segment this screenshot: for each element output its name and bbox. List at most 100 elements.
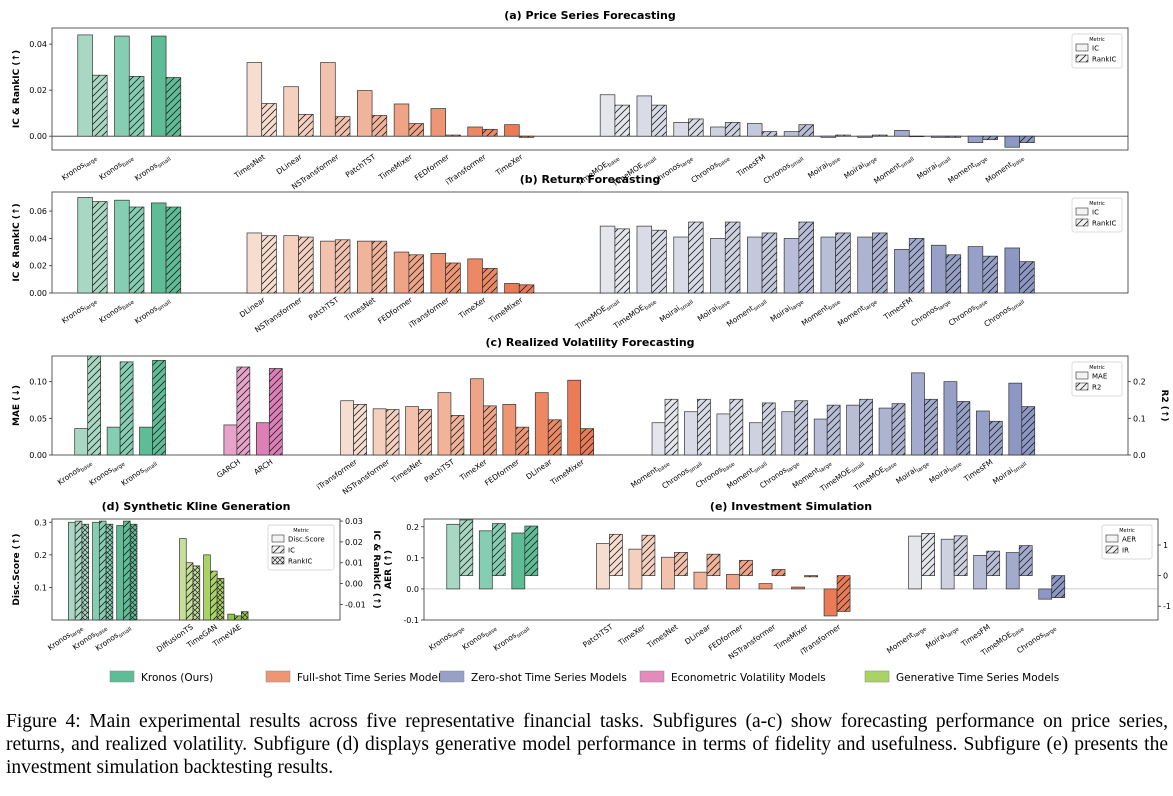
bar-hatch [92, 201, 108, 293]
x-tick-label: Moiraibase [806, 152, 842, 182]
bar-ic [357, 240, 373, 294]
bar-hatch [725, 222, 740, 293]
bar-ic [430, 108, 447, 137]
group-legend-swatch [639, 670, 665, 683]
y-axis-label: AER (↑) [384, 550, 394, 589]
bar-aer [823, 588, 838, 617]
x-tick-label: Momentsmall [872, 152, 916, 187]
bar-aer [661, 556, 675, 590]
legend-title: Metric [1089, 365, 1105, 371]
legend-entry: MAE [1092, 373, 1107, 381]
bar-ic [673, 236, 689, 294]
x-tick-label: Chronoslarge [909, 295, 952, 330]
bar-ic [1004, 247, 1020, 294]
legend-entry: IR [1122, 547, 1129, 555]
x-tick-label: TimesFM [881, 295, 914, 322]
group-legend-entry: Econometric Volatility Models [671, 672, 826, 684]
y-right-tick-label: -1 [1163, 602, 1171, 611]
x-tick-label: Kronossmall [133, 295, 173, 327]
bar-hatch [762, 402, 776, 455]
bar-hatch [872, 232, 888, 293]
x-tick-label: TimesNet [389, 457, 424, 485]
y-tick-label: 0.2 [406, 523, 419, 532]
x-tick-label: TimesFM [734, 152, 767, 179]
x-tick-label: TimeMixer [376, 152, 415, 183]
plot-frame [423, 518, 1159, 621]
bar-ic [894, 130, 910, 137]
bar-ic [150, 35, 167, 137]
bar-hatch [81, 524, 89, 620]
bar-hatch [725, 122, 740, 137]
bar-discscore [227, 613, 235, 621]
x-tick-label: Kronossmall [133, 152, 173, 184]
bar-aer [511, 532, 526, 590]
bar-hatch [651, 230, 667, 293]
x-tick-label: TimeMixer [487, 295, 526, 326]
bar-ic [599, 225, 616, 294]
bar-hatch [872, 135, 888, 137]
bar-ic [77, 197, 93, 294]
bar-mae [748, 422, 763, 456]
y-right-axis-label: R2 (↑) [1159, 389, 1169, 421]
bar-hatch [859, 399, 873, 455]
bar-hatch [739, 560, 753, 576]
y-tick-label: 0.1 [406, 554, 419, 563]
x-tick-label: Moiraibase [927, 457, 963, 487]
bar-hatch [386, 409, 400, 455]
y-right-tick-label: 0.2 [1133, 378, 1146, 387]
bar-hatch [688, 118, 704, 137]
bar-ic [77, 34, 93, 137]
y-right-tick-label: 0.0 [1133, 451, 1146, 460]
x-tick-label: Chronossmall [982, 295, 1026, 330]
x-tick-label: iTransformer [407, 295, 451, 330]
bar-hatch [580, 428, 594, 455]
bar-ic [747, 123, 763, 137]
bar-hatch [827, 405, 841, 455]
bar-hatch [261, 235, 277, 293]
x-tick-label: PatchTST [423, 457, 457, 484]
bar-hatch [651, 105, 667, 137]
bar-hatch [372, 241, 387, 293]
bar-hatch [1021, 406, 1035, 455]
bar-aer [1038, 588, 1053, 600]
legend-entry: RankIC [1092, 56, 1117, 64]
bar-hatch [762, 131, 777, 137]
bar-hatch [152, 360, 166, 455]
plot-frame [51, 27, 1129, 151]
bar-hatch [835, 135, 851, 137]
bar-hatch [1019, 136, 1035, 143]
y-tick-label: 0.06 [29, 207, 47, 216]
group-legend-swatch [109, 670, 135, 683]
bar-aer [973, 555, 988, 590]
x-tick-label: DLinear [524, 457, 554, 482]
bar-mae [372, 408, 387, 456]
x-tick-label: Momentlarge [836, 295, 879, 330]
legend-swatch-hatch [272, 557, 284, 564]
bar-hatch [892, 403, 906, 455]
bar-hatch [298, 237, 314, 293]
figure-canvas: (a) Price Series Forecasting IC & RankIC … [12, 9, 1171, 684]
x-tick-label: Chronosbase [947, 295, 990, 330]
panel-title: (c) Realized Volatility Forecasting [485, 336, 694, 349]
x-tick-label: TimesNet [645, 622, 680, 650]
bar-hatch [982, 136, 998, 140]
bar-hatch [482, 129, 498, 137]
x-tick-label: Kronossmall [94, 622, 134, 654]
bar-hatch [548, 419, 562, 455]
panel-e: (e) Investment Simulation AER (↑) -0.1 0.0 0… [384, 500, 1171, 661]
bar-ic [857, 236, 873, 294]
bar-discscore [68, 521, 76, 621]
x-tick-label: Moirailarge [924, 622, 961, 653]
bar-hatch [241, 611, 249, 620]
bar-ic [246, 232, 263, 294]
y-tick-label: 0.1 [34, 583, 47, 592]
bar-hatch [798, 222, 814, 293]
plot-frame [51, 191, 1129, 294]
bar-hatch [130, 524, 137, 620]
bar-ic [1004, 135, 1020, 148]
y-tick-label: 0.10 [29, 378, 47, 387]
x-tick-label: DLinear [275, 152, 305, 177]
bar-hatch [269, 368, 283, 455]
bar-mae [223, 424, 238, 456]
bar-ic [467, 258, 483, 294]
